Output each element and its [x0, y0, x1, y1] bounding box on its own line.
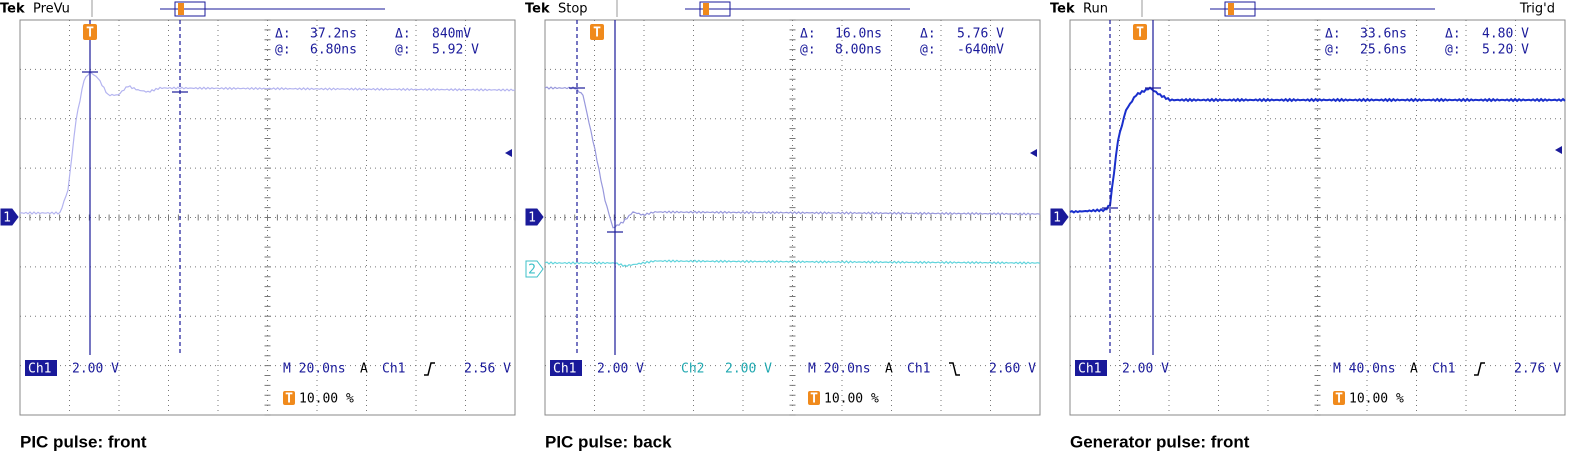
caption: PIC pulse: front [20, 432, 147, 451]
cursor-readout: Δ: [1325, 27, 1341, 42]
caption: PIC pulse: back [545, 432, 672, 451]
channel-marker: 2 [528, 263, 536, 278]
channel-marker: 1 [3, 211, 11, 226]
trigger-slope [424, 362, 435, 376]
cursor-readout: @: [920, 43, 936, 58]
position-marker-box [1333, 391, 1345, 405]
channel-name: Ch1 [1078, 362, 1101, 377]
record-window [1224, 1, 1256, 17]
cursor-readout: 6.80ns [310, 43, 357, 58]
position-marker: T [1335, 392, 1343, 407]
caption: Generator pulse: front [1070, 432, 1250, 451]
trigger-mode: A [885, 362, 893, 377]
timebase: M 40.0ns [1333, 362, 1396, 377]
trigger-marker: T [86, 26, 94, 41]
trigger-mode: A [360, 362, 368, 377]
trigger-source: Ch1 [382, 362, 405, 377]
channel-marker-box [1050, 208, 1069, 226]
level-arrow [1555, 146, 1562, 154]
trigger-position: 10.00 % [824, 392, 879, 407]
channel-marker-box [525, 260, 544, 278]
trigger-marker: T [593, 26, 601, 41]
channel-label-box [1075, 360, 1107, 376]
acq-status: Stop [558, 2, 588, 17]
record-window [174, 1, 206, 17]
position-marker-box [808, 391, 820, 405]
scope-panel: Tek Stop T 1 2 Δ: 16.0ns Δ: 5.76 V @: 8.00ns @: -640… [525, 0, 1041, 451]
channel-scale: 2.00 V [72, 362, 119, 377]
channel-scale: 2.00 V [725, 362, 772, 377]
cursor-readout: @: [275, 43, 291, 58]
channel-scale: 2.00 V [597, 362, 644, 377]
cursor-readout: @: [800, 43, 816, 58]
channel-marker-box [525, 208, 544, 226]
cursor-readout: @: [1325, 43, 1341, 58]
cursor-readout: 37.2ns [310, 27, 357, 42]
brand: Tek [1050, 2, 1075, 17]
trigger-marker-box [590, 24, 604, 40]
channel-marker: 1 [1053, 211, 1061, 226]
record-trigger [178, 3, 184, 15]
scope-panel: Tek Run Trig'd T 1 Δ: 33.6ns Δ: 4.80 V @: 25.6ns @:… [1050, 0, 1566, 451]
channel-name: Ch1 [553, 362, 576, 377]
trigger-source: Ch1 [907, 362, 930, 377]
trigger-source: Ch1 [1432, 362, 1455, 377]
acq-status: PreVu [33, 2, 70, 17]
cursor-readout: Δ: [1445, 27, 1461, 42]
cursor-readout: 5.76 V [957, 27, 1004, 42]
channel-marker: 1 [528, 211, 536, 226]
cursor-readout: 4.80 V [1482, 27, 1529, 42]
scope-panel: Tek PreVu T 1 Δ: 37.2ns Δ: 840mV @: 6.80ns @: 5.92 … [0, 0, 516, 451]
trigger-position: 10.00 % [299, 392, 354, 407]
timebase: M 20.0ns [808, 362, 871, 377]
cursor-readout: 5.92 V [432, 43, 479, 58]
record-trigger [1228, 3, 1234, 15]
trigger-mode: A [1410, 362, 1418, 377]
trigger-state: Trig'd [1519, 2, 1555, 17]
cursor-readout: 25.6ns [1360, 43, 1407, 58]
position-marker: T [810, 392, 818, 407]
trigger-marker-box [83, 24, 97, 40]
channel-marker-box [0, 208, 19, 226]
cursor-readout: Δ: [275, 27, 291, 42]
trace [544, 259, 1041, 268]
brand: Tek [0, 2, 25, 17]
trigger-marker-box [1133, 24, 1147, 40]
trigger-slope [1474, 362, 1485, 376]
cursor-readout: 8.00ns [835, 43, 882, 58]
channel-label-box [550, 360, 582, 376]
level-arrow [1030, 149, 1037, 157]
cursor-readout: 33.6ns [1360, 27, 1407, 42]
position-marker: T [285, 392, 293, 407]
trigger-position: 10.00 % [1349, 392, 1404, 407]
trigger-level: 2.56 V [464, 362, 511, 377]
record-trigger [703, 3, 709, 15]
trigger-slope [949, 362, 960, 376]
cursor-readout: 5.20 V [1482, 43, 1529, 58]
level-arrow [505, 149, 512, 157]
cursor-readout: Δ: [800, 27, 816, 42]
timebase: M 20.0ns [283, 362, 346, 377]
cursor-readout: 840mV [432, 27, 471, 42]
channel-scale: 2.00 V [1122, 362, 1169, 377]
cursor-readout: @: [395, 43, 411, 58]
cursor-readout: @: [1445, 43, 1461, 58]
channel-name: Ch1 [28, 362, 51, 377]
channel-label-box [25, 360, 57, 376]
trace [544, 86, 1041, 229]
trigger-level: 2.76 V [1514, 362, 1561, 377]
brand: Tek [525, 2, 550, 17]
record-window [699, 1, 731, 17]
cursor-readout: Δ: [920, 27, 936, 42]
cursor-readout: -640mV [957, 43, 1004, 58]
cursor-readout: 16.0ns [835, 27, 882, 42]
cursor-readout: Δ: [395, 27, 411, 42]
trigger-level: 2.60 V [989, 362, 1036, 377]
trace [19, 70, 516, 215]
acq-status: Run [1083, 2, 1108, 17]
channel-name: Ch2 [681, 362, 704, 377]
trigger-marker: T [1136, 26, 1144, 41]
position-marker-box [283, 391, 295, 405]
